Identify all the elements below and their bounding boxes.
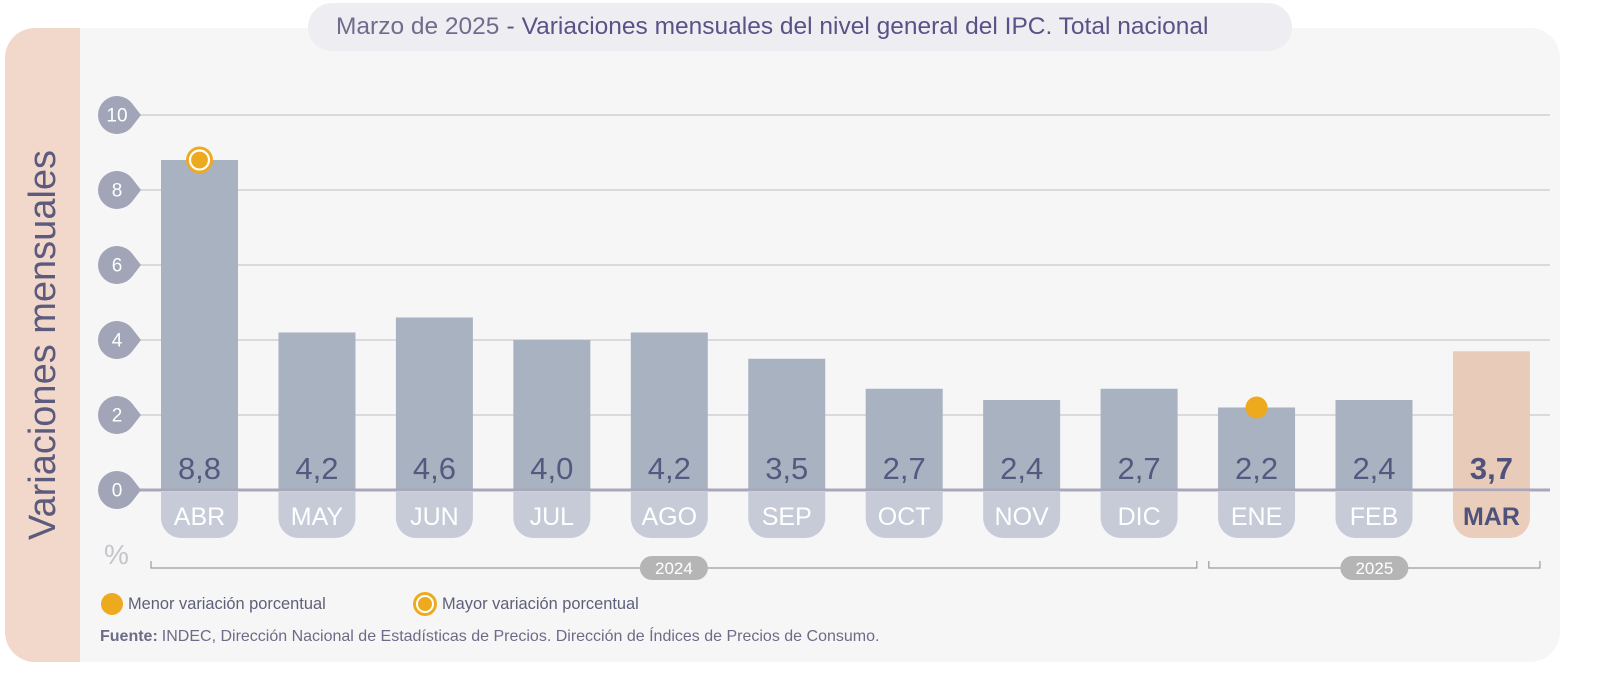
bars [161,160,1530,490]
bar-ene [1218,407,1296,490]
y-tick-tag [97,96,141,134]
y-tick-label: 4 [112,331,123,352]
source-label: Fuente: [100,628,158,645]
value-label: 4,2 [295,451,338,486]
bar-dic [1100,388,1178,490]
y-axis-ticks: 0 2 4 6 8 10 [97,96,141,510]
ring-dot-icon [413,592,437,616]
value-label: 4,0 [530,451,573,486]
title-text: Variaciones mensuales del nivel general … [521,13,1209,40]
value-label: 2,4 [1000,451,1043,486]
y-tick-label: 6 [112,256,123,277]
month-label: ENE [1231,503,1282,531]
y-tick-label: 2 [112,406,123,427]
y-tick-tag [97,396,141,434]
month-label: DIC [1118,503,1161,531]
y-tick-label: 8 [112,181,123,202]
value-label: 2,7 [1118,451,1161,486]
month-tab [983,492,1061,538]
month-label: MAR [1463,503,1520,531]
month-label: JUN [410,503,459,531]
y-tick-label: 0 [112,481,123,502]
year-pill [1340,556,1409,580]
month-tab [630,492,708,538]
month-label: JUL [530,503,575,531]
month-label: FEB [1350,503,1399,531]
source-note: Fuente: INDEC, Dirección Nacional de Esta… [100,628,879,646]
value-label: 3,7 [1470,451,1513,486]
title-separator: - [506,13,515,40]
month-label: AGO [642,503,698,531]
month-tab [513,492,591,538]
bar-oct [865,388,943,490]
source-text: INDEC, Dirección Nacional de Estadística… [161,628,880,645]
bar-jul [513,340,591,490]
bar-mar [1452,351,1530,490]
y-tick-tag [97,471,141,510]
month-label: ABR [174,503,225,531]
value-labels: 8,8 4,2 4,6 4,0 4,2 3,5 2,7 2,4 2,7 2,2 2,4 3,7 [178,451,1513,486]
month-label: OCT [878,503,931,531]
value-label: 2,4 [1352,451,1395,486]
y-tick-tag [97,171,141,209]
month-tab [865,492,943,538]
month-tab [1100,492,1178,538]
month-tab [278,492,356,538]
value-label: 4,2 [648,451,691,486]
bar-nov [983,400,1061,490]
value-label: 4,6 [413,451,456,486]
y-tick-tag [97,246,141,284]
value-label: 3,5 [765,451,808,486]
value-label: 2,2 [1235,451,1278,486]
y-tick-tag [97,321,141,360]
month-tab [748,492,826,538]
year-label: 2024 [655,559,693,578]
legend-item-min: Menor variación porcentual [101,593,326,615]
value-label: 8,8 [178,451,221,486]
bar-jun [395,317,473,490]
bar-sep [748,358,826,490]
chart-panel: Variaciones mensuales [5,28,1560,662]
bar-may [278,332,356,490]
legend-label-min: Menor variación porcentual [128,594,326,613]
extreme-markers [186,146,1268,419]
month-label: NOV [995,503,1050,531]
y-tick-label: 10 [106,106,127,127]
month-label: SEP [762,503,812,531]
month-tab [1218,492,1296,538]
value-label: 2,7 [883,451,926,486]
month-tab [161,492,238,538]
year-label: 2025 [1355,559,1393,578]
filled-dot-icon [101,593,123,615]
year-pill [639,556,708,580]
y-axis-unit: % [104,539,129,570]
month-tab [1335,492,1413,538]
gridlines [140,114,1550,416]
chart-title: Marzo de 2025 - Variaciones mensuales de… [308,3,1292,51]
legend-label-max: Mayor variación porcentual [442,594,639,613]
legend-item-max: Mayor variación porcentual [413,592,639,616]
bar-abr [161,160,238,490]
year-brackets: 2024 2025 [150,556,1541,580]
y-axis-label-strip: Variaciones mensuales [5,28,80,662]
bar-ago [630,332,708,490]
month-label: MAY [291,503,344,531]
min-marker-icon [1245,396,1268,419]
month-tabs: ABR MAY JUN JUL AGO SEP OCT NOV DIC ENE FEB MAR [161,492,1530,538]
month-tab [395,492,473,538]
title-period: Marzo de 2025 [336,13,500,40]
max-marker-inner [188,149,211,171]
month-tab [1452,492,1530,538]
bar-feb [1335,400,1413,490]
